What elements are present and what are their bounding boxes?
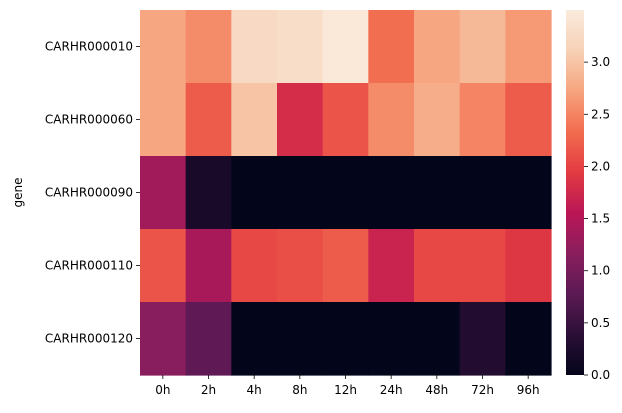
colorbar-tick-label: 2.0 xyxy=(591,159,610,173)
heatmap-cell xyxy=(277,302,324,376)
heatmap-cells xyxy=(140,10,552,376)
heatmap-cell xyxy=(322,10,369,84)
heatmap-cell xyxy=(505,156,552,230)
heatmap-cell xyxy=(140,10,187,84)
y-tick-label: CARHR000110 xyxy=(45,259,133,273)
x-tick-labels: 0h 2h 4h 8h 12h 24h 48h 72h 96h xyxy=(155,375,540,397)
colorbar-tick-label: 3.0 xyxy=(591,55,610,69)
y-tick-label: CARHR000090 xyxy=(45,186,133,200)
heatmap-cell xyxy=(459,10,506,84)
heatmap-cell xyxy=(414,10,461,84)
x-tick-label: 24h xyxy=(380,383,403,397)
heatmap-cell xyxy=(505,229,552,303)
x-tick-label: 12h xyxy=(334,383,357,397)
x-tick-label: 0h xyxy=(155,383,170,397)
colorbar-tick-label: 1.0 xyxy=(591,264,610,278)
colorbar-tick-label: 0.0 xyxy=(591,368,610,382)
y-tick-label: CARHR000120 xyxy=(45,332,133,346)
colorbar-tick-label: 1.5 xyxy=(591,212,610,226)
heatmap-cell xyxy=(368,83,415,157)
heatmap-cell xyxy=(459,302,506,376)
heatmap-cell xyxy=(231,156,278,230)
heatmap-cell xyxy=(414,156,461,230)
heatmap-cell xyxy=(322,229,369,303)
heatmap-cell xyxy=(231,302,278,376)
heatmap-cell xyxy=(414,302,461,376)
heatmap-cell xyxy=(505,83,552,157)
y-axis-title: gene xyxy=(11,178,25,208)
heatmap-cell xyxy=(185,10,232,84)
colorbar-tick-label: 2.5 xyxy=(591,107,610,121)
heatmap-cell xyxy=(140,83,187,157)
heatmap-cell xyxy=(368,156,415,230)
heatmap-cell xyxy=(368,10,415,84)
heatmap-cell xyxy=(322,156,369,230)
heatmap-cell xyxy=(368,229,415,303)
colorbar xyxy=(566,10,584,375)
heatmap-cell xyxy=(140,302,187,376)
heatmap-cell xyxy=(414,83,461,157)
heatmap-cell xyxy=(322,83,369,157)
x-tick-label: 8h xyxy=(292,383,307,397)
heatmap-cell xyxy=(459,156,506,230)
heatmap-cell xyxy=(459,229,506,303)
heatmap-cell xyxy=(505,10,552,84)
heatmap-cell xyxy=(185,83,232,157)
heatmap-cell xyxy=(505,302,552,376)
heatmap-cell xyxy=(277,229,324,303)
heatmap-cell xyxy=(322,302,369,376)
y-tick-label: CARHR000060 xyxy=(45,113,133,127)
x-tick-label: 4h xyxy=(247,383,262,397)
heatmap-cell xyxy=(185,302,232,376)
x-tick-label: 72h xyxy=(471,383,494,397)
heatmap-cell xyxy=(277,10,324,84)
heatmap-cell xyxy=(277,156,324,230)
colorbar-ticks: 0.0 0.5 1.0 1.5 2.0 2.5 3.0 xyxy=(584,55,610,382)
heatmap-cell xyxy=(231,83,278,157)
y-tick-labels: CARHR000010 CARHR000060 CARHR000090 CARHR00… xyxy=(45,40,140,346)
heatmap-cell xyxy=(231,229,278,303)
x-tick-label: 48h xyxy=(425,383,448,397)
heatmap-cell xyxy=(185,229,232,303)
heatmap-cell xyxy=(414,229,461,303)
heatmap-cell xyxy=(368,302,415,376)
heatmap-cell xyxy=(140,229,187,303)
heatmap-cell xyxy=(231,10,278,84)
heatmap-cell xyxy=(185,156,232,230)
colorbar-tick-label: 0.5 xyxy=(591,316,610,330)
heatmap-cell xyxy=(459,83,506,157)
heatmap-cell xyxy=(140,156,187,230)
x-tick-label: 96h xyxy=(517,383,540,397)
heatmap-cell xyxy=(277,83,324,157)
y-tick-label: CARHR000010 xyxy=(45,40,133,54)
x-tick-label: 2h xyxy=(201,383,216,397)
